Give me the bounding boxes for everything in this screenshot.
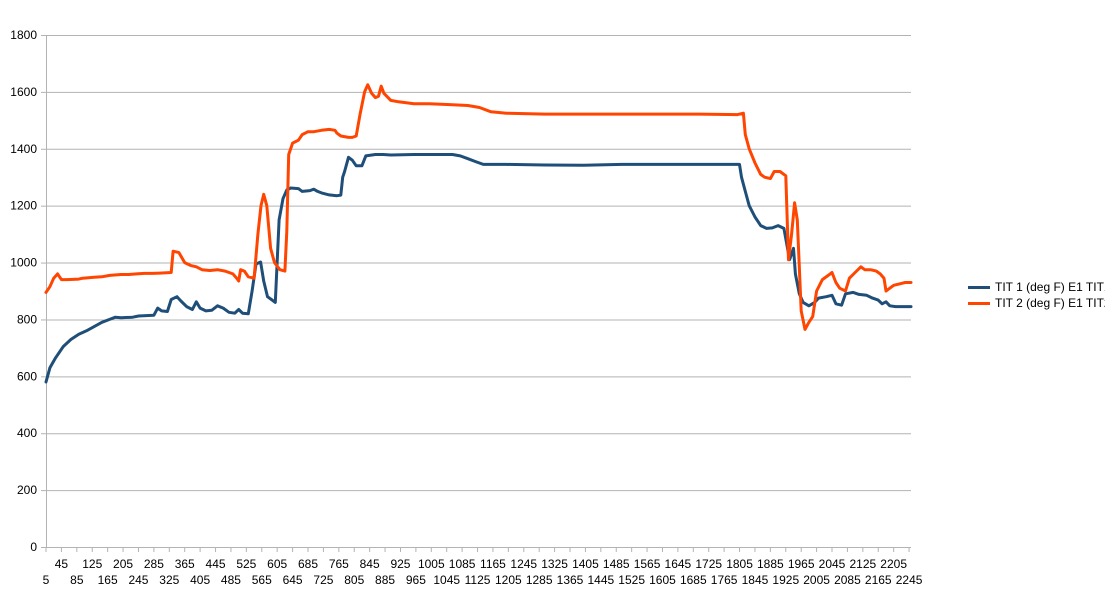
x-tick-label: 1125 [465, 573, 491, 587]
x-tick-label: 485 [221, 573, 241, 587]
x-tick-label: 1765 [711, 573, 738, 587]
x-tick-label: 85 [70, 573, 84, 587]
x-tick-label: 765 [329, 557, 349, 571]
x-tick-label: 45 [55, 557, 69, 571]
y-tick-label: 400 [17, 426, 37, 440]
y-axis: 0 200 400 600 800 1000 1200 1400 1600 1800 [10, 28, 47, 554]
x-tick-label: 1485 [603, 557, 630, 571]
x-tick-label: 605 [267, 557, 287, 571]
x-tick-label: 2005 [803, 573, 830, 587]
x-tick-label: 685 [298, 557, 318, 571]
x-tick-label: 925 [390, 557, 410, 571]
x-tick-label: 1005 [418, 557, 445, 571]
legend-swatch-tit1 [968, 285, 990, 289]
legend-item-tit1: TIT 1 (deg F) E1 TIT1 [968, 279, 1105, 295]
x-axis: 45 125 205 285 365 445 525 605 685 765 845 925 1005 1… [43, 547, 923, 587]
x-tick-label: 1965 [788, 557, 815, 571]
x-tick-label: 245 [128, 573, 148, 587]
x-tick-label: 285 [144, 557, 164, 571]
x-tick-label: 165 [98, 573, 118, 587]
y-tick-label: 600 [17, 369, 37, 383]
x-tick-label: 1925 [772, 573, 799, 587]
legend-label-tit1: TIT 1 (deg F) E1 TIT1 [995, 280, 1105, 294]
x-tick-label: 1565 [634, 557, 661, 571]
x-tick-label: 525 [236, 557, 256, 571]
x-tick-label: 2045 [819, 557, 846, 571]
x-tick-label: 1205 [495, 573, 522, 587]
x-tick-label: 1805 [726, 557, 753, 571]
x-tick-label: 125 [82, 557, 102, 571]
x-tick-label: 2085 [834, 573, 861, 587]
x-tick-label: 885 [375, 573, 395, 587]
x-tick-label: 405 [190, 573, 210, 587]
y-tick-label: 1000 [10, 256, 37, 270]
x-tick-label: 5 [43, 573, 50, 587]
x-tick-label: 1645 [665, 557, 692, 571]
x-tick-label: 1525 [618, 573, 645, 587]
x-tick-label: 1725 [695, 557, 722, 571]
x-tick-label: 1245 [510, 557, 537, 571]
x-tick-label: 1885 [757, 557, 784, 571]
x-tick-label: 1845 [742, 573, 769, 587]
gridlines [46, 35, 911, 548]
series-line-tit1 [44, 153, 913, 384]
x-tick-label: 805 [344, 573, 364, 587]
x-tick-label: 1045 [433, 573, 460, 587]
legend: TIT 1 (deg F) E1 TIT1 TIT 2 (deg F) E1 T… [968, 279, 1105, 311]
x-tick-label: 2205 [880, 557, 907, 571]
x-tick-label: 205 [113, 557, 133, 571]
x-tick-label: 1405 [572, 557, 599, 571]
y-tick-label: 1200 [10, 199, 37, 213]
y-tick-label: 0 [30, 540, 37, 554]
x-tick-label: 845 [360, 557, 380, 571]
x-tick-label: 1445 [587, 573, 614, 587]
x-tick-label: 1685 [680, 573, 707, 587]
x-tick-label: 2165 [865, 573, 892, 587]
x-tick-label: 365 [175, 557, 195, 571]
legend-item-tit2: TIT 2 (deg F) E1 TIT2 [968, 295, 1105, 311]
x-tick-label: 2245 [896, 573, 923, 587]
x-tick-label: 965 [406, 573, 426, 587]
x-tick-label: 325 [159, 573, 179, 587]
x-tick-label: 1365 [557, 573, 584, 587]
x-tick-label: 645 [283, 573, 303, 587]
legend-label-tit2: TIT 2 (deg F) E1 TIT2 [995, 296, 1105, 310]
x-tick-label: 2125 [849, 557, 876, 571]
y-tick-label: 800 [17, 312, 37, 326]
x-tick-label: 445 [206, 557, 226, 571]
x-tick-label: 1605 [649, 573, 676, 587]
series-line-tit2 [44, 83, 913, 331]
x-tick-label: 1325 [541, 557, 568, 571]
x-tick-label: 1285 [526, 573, 553, 587]
x-tick-label: 565 [252, 573, 272, 587]
series-lines [44, 83, 913, 384]
legend-swatch-tit2 [968, 301, 990, 305]
x-tick-label: 725 [313, 573, 333, 587]
y-tick-label: 1800 [10, 28, 37, 42]
x-tick-label: 1085 [449, 557, 476, 571]
x-tick-label: 1165 [480, 557, 506, 571]
y-tick-label: 1400 [10, 142, 37, 156]
y-tick-label: 200 [17, 483, 37, 497]
y-tick-label: 1600 [10, 85, 37, 99]
